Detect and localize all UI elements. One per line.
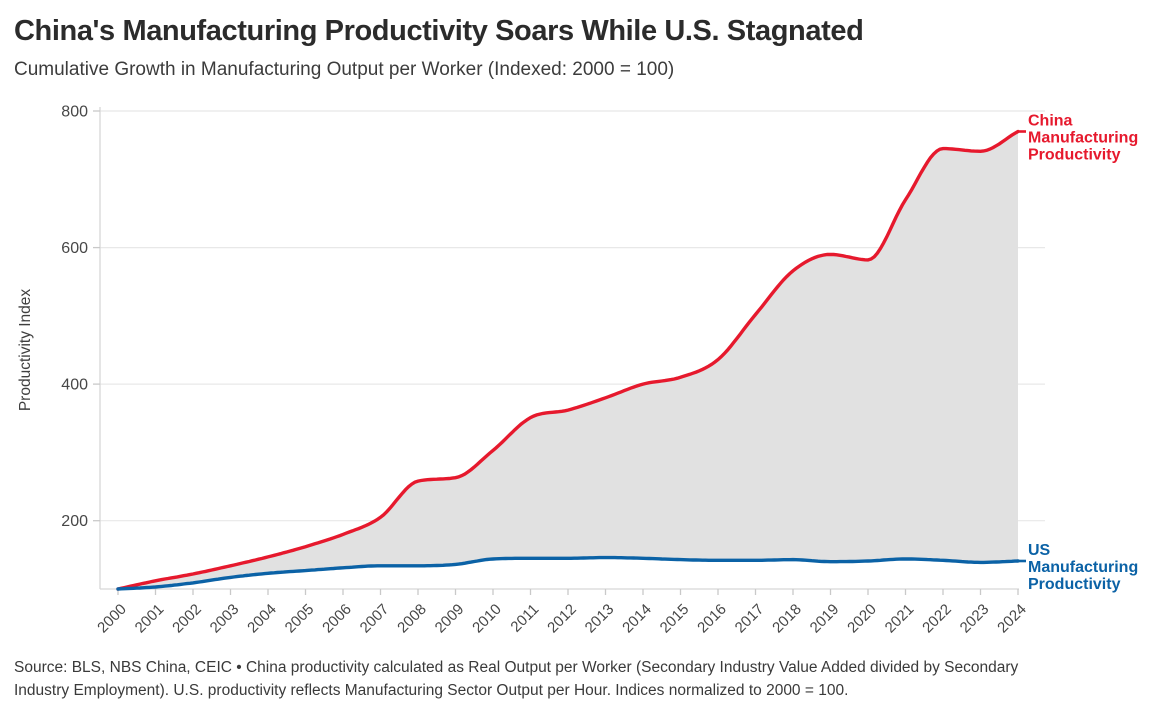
- y-axis-title: Productivity Index: [17, 289, 34, 412]
- x-tick-label: 2006: [319, 601, 355, 637]
- x-tick-label: 2016: [694, 601, 730, 637]
- y-tick-label: 400: [61, 377, 88, 394]
- x-tick-label: 2007: [357, 601, 393, 637]
- chart-header: China's Manufacturing Productivity Soars…: [14, 12, 1164, 82]
- us-series-label: US Manufacturing Productivity: [1028, 542, 1138, 593]
- x-tick-label: 2018: [769, 601, 805, 637]
- x-tick-label: 2010: [469, 601, 505, 637]
- x-tick-label: 2004: [244, 601, 280, 637]
- x-tick-label: 2021: [882, 601, 918, 637]
- x-tick-label: 2020: [844, 601, 880, 637]
- x-tick-label: 2003: [207, 601, 243, 637]
- x-tick-label: 2002: [169, 601, 205, 637]
- productivity-area-chart: 200 400 600 800 2000 2001 2002 2003 2004 2005 2006…: [17, 104, 1138, 637]
- x-tick-label: 2017: [732, 601, 768, 637]
- chart-subtitle: Cumulative Growth in Manufacturing Outpu…: [14, 59, 675, 80]
- chart-title: China's Manufacturing Productivity Soars…: [14, 15, 864, 47]
- x-tick-label: 2013: [582, 601, 618, 637]
- x-tick-label: 2012: [544, 601, 580, 637]
- source-note-line2: Industry Employment). U.S. productivity …: [14, 682, 849, 699]
- x-tick-label: 2015: [657, 601, 693, 637]
- fill-between-area: [118, 131, 1018, 589]
- x-tick-label: 2008: [394, 601, 430, 637]
- x-tick-label: 2000: [94, 601, 130, 637]
- us-line: [116, 555, 1020, 591]
- china-series-label: China Manufacturing Productivity: [1028, 113, 1138, 164]
- y-tick-label: 600: [61, 240, 88, 257]
- y-tick-label: 800: [61, 104, 88, 121]
- y-tick-label: 200: [61, 513, 88, 530]
- source-note-line1: Source: BLS, NBS China, CEIC • China pro…: [14, 659, 1019, 676]
- x-tick-label: 2019: [807, 601, 843, 637]
- x-tick-label: 2009: [432, 601, 468, 637]
- x-tick-label: 2005: [282, 601, 318, 637]
- x-tick-label: 2001: [132, 601, 168, 637]
- source-note: Source: BLS, NBS China, CEIC • China pro…: [14, 656, 1166, 702]
- x-tick-label: 2022: [919, 601, 955, 637]
- china-line: [116, 129, 1020, 591]
- x-tick-label: 2023: [957, 601, 993, 637]
- x-tick-label: 2011: [507, 601, 542, 636]
- x-tick-label: 2014: [619, 601, 655, 637]
- x-tick-label: 2024: [994, 601, 1030, 637]
